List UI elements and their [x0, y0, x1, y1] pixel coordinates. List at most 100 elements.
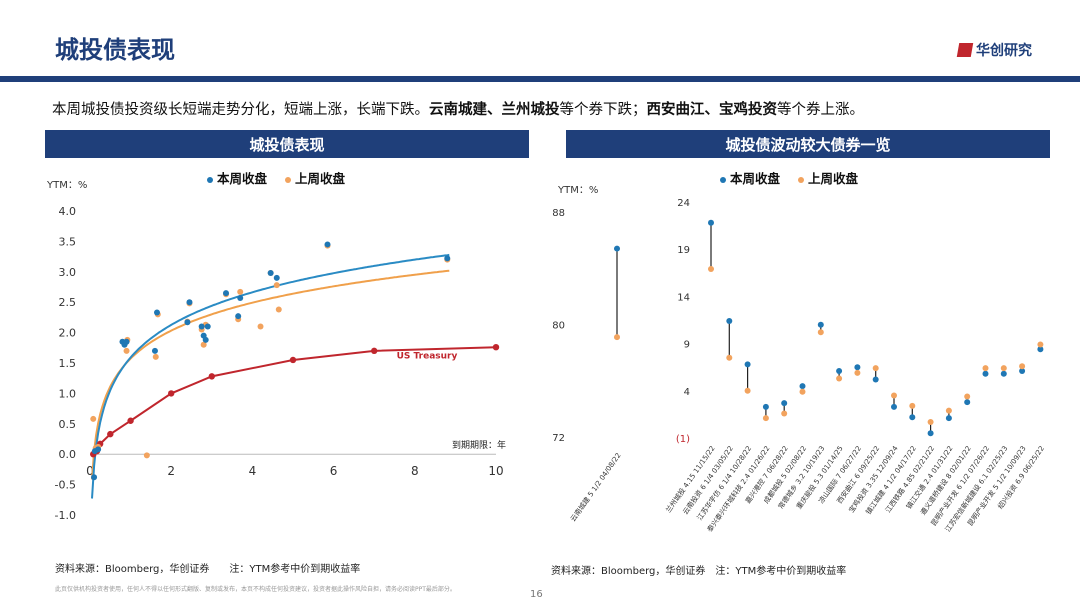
summary-part1: 本周城投债投资级长短端走势分化，短端上涨，长端下跌。 — [52, 102, 429, 118]
left-ylabel: YTM：% — [47, 180, 88, 191]
last-week-point — [945, 407, 952, 414]
y-tick-label: 4 — [684, 387, 690, 398]
last-week-point — [817, 329, 824, 336]
y-tick-label: 72 — [552, 433, 565, 444]
this-week-point — [123, 338, 130, 345]
this-week-point — [762, 403, 769, 410]
summary-bold2: 西安曲江、宝鸡投资 — [646, 102, 778, 118]
this-week-point — [744, 361, 751, 368]
last-week-point — [872, 365, 879, 372]
this-week-point — [95, 446, 102, 453]
this-week-point — [909, 414, 916, 421]
legend-this-week: 本周收盘 — [207, 168, 267, 187]
left-source: 资料来源：Bloomberg，华创证券 注：YTM参考中价到期收益率 — [55, 564, 361, 575]
this-week-point — [237, 294, 244, 301]
y-tick-label: 24 — [677, 198, 690, 209]
treasury-point — [289, 356, 297, 364]
last-week-point — [200, 341, 207, 348]
this-week-point — [1019, 367, 1026, 374]
legend-last-week: 上周收盘 — [285, 168, 345, 187]
last-week-dot-icon — [285, 176, 292, 183]
last-week-point — [1037, 341, 1044, 348]
this-week-point — [1037, 346, 1044, 353]
header-rule — [0, 76, 1080, 82]
right-legend: 本周收盘 上周收盘 — [720, 168, 858, 187]
this-week-point — [614, 245, 620, 252]
this-week-point — [836, 367, 843, 374]
this-week-point — [891, 403, 897, 410]
left-panel-header: 城投债表现 — [45, 130, 529, 158]
last-week-point — [275, 306, 282, 313]
x-axis-label: 到期期限：年 — [452, 439, 506, 451]
treasury-label: US Treasury — [397, 352, 458, 362]
this-week-point — [444, 255, 451, 262]
x-tick-label: 4 — [249, 464, 257, 478]
page-title: 城投债表现 — [55, 36, 175, 64]
this-week-point — [817, 321, 824, 328]
this-week-point — [198, 323, 205, 330]
last-week-point — [909, 402, 916, 409]
y-tick-label: -1.0 — [55, 509, 76, 522]
left-legend: 本周收盘 上周收盘 — [207, 168, 345, 187]
this-week-point — [1000, 370, 1007, 377]
left-chart: 4.0 3.5 3.0 2.5 2.0 1.5 1.0 0.5 0.0 -0.5 -1.0 0 2 4 6 8… — [55, 205, 506, 522]
this-week-point — [235, 313, 242, 320]
x-tick-label: 2 — [167, 464, 175, 478]
this-week-point — [726, 317, 733, 324]
y-tick-label: 1.0 — [59, 387, 77, 400]
y-tick-label: (1) — [676, 434, 690, 445]
last-week-point — [257, 323, 264, 330]
y-tick-label: 2.0 — [59, 327, 77, 340]
legend-last-week: 上周收盘 — [798, 168, 858, 187]
last-week-point — [273, 282, 280, 289]
y-tick-label: -0.5 — [55, 479, 76, 492]
page-number: 16 — [530, 589, 543, 600]
this-week-point — [202, 336, 209, 343]
this-week-point — [204, 323, 211, 330]
this-week-point — [854, 364, 861, 371]
treasury-point — [208, 373, 215, 380]
legend-last-week-label: 上周收盘 — [808, 171, 859, 186]
this-week-point — [91, 474, 98, 481]
this-week-point — [153, 309, 160, 316]
this-week-trend-line — [91, 253, 450, 499]
y-tick-label: 80 — [552, 321, 565, 332]
summary-text: 本周城投债投资级长短端走势分化，短端上涨，长端下跌。云南城建、兰州城投等个券下跌… — [52, 98, 864, 119]
y-tick-label: 1.5 — [59, 357, 77, 370]
treasury-point — [107, 430, 114, 438]
y-tick-label: 3.0 — [59, 266, 77, 279]
last-week-point — [982, 365, 989, 372]
last-week-point — [143, 452, 150, 459]
last-week-point — [781, 410, 788, 417]
last-week-point — [762, 415, 769, 422]
last-week-point — [123, 347, 130, 354]
x-tick-label: 0 — [86, 464, 94, 478]
this-week-point — [267, 270, 274, 277]
legend-this-week-label: 本周收盘 — [730, 171, 781, 186]
y-tick-label: 2.5 — [59, 296, 77, 309]
y-tick-label: 19 — [677, 245, 690, 256]
last-week-trend-line — [91, 269, 450, 480]
treasury-point — [168, 390, 175, 397]
this-week-point — [927, 430, 934, 437]
last-week-point — [708, 266, 714, 273]
x-tick-label: 8 — [411, 464, 419, 478]
legend-this-week-label: 本周收盘 — [217, 171, 268, 186]
brand-mark-icon — [956, 43, 974, 57]
this-week-point — [945, 415, 952, 422]
legend-this-week: 本周收盘 — [720, 168, 780, 187]
this-week-point — [223, 290, 230, 297]
y-tick-label: 88 — [552, 208, 565, 219]
last-week-point — [964, 393, 971, 400]
this-week-point — [781, 400, 788, 407]
brand-name: 华创研究 — [976, 43, 1032, 59]
y-tick-label: 3.5 — [59, 235, 77, 248]
last-week-point — [1000, 365, 1007, 372]
right-ylabel: YTM：% — [558, 185, 599, 196]
disclaimer: 此页仅供机构投资者使用，任何人不得以任何形式翻版、复制或发布，本页不构成任何投资… — [55, 586, 456, 593]
summary-part2: 等个券下跌； — [559, 102, 647, 118]
y-tick-label: 0.5 — [59, 418, 77, 431]
treasury-point — [492, 343, 500, 351]
this-week-point — [273, 274, 280, 281]
